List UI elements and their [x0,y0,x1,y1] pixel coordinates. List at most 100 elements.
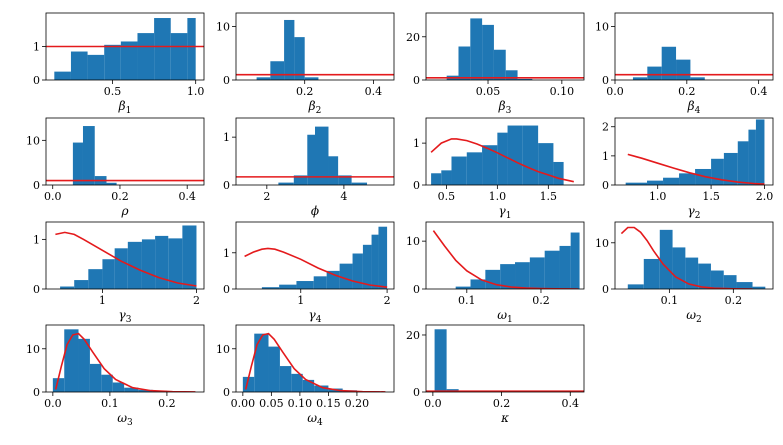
histogram-bar-omega3-6 [124,387,139,392]
x-axis-symbol-omega3: ω [117,411,127,425]
y-tick-label-gamma2-0: 0 [602,179,609,192]
y-tick-label-beta4-1: 10 [595,20,609,33]
x-tick-label-gamma2-2: 2.0 [756,190,774,203]
histogram-bar-omega4-5 [302,379,315,392]
histogram-bar-omega4-1 [254,333,269,392]
histogram-bar-gamma1-6 [507,125,523,185]
x-tick-label-gamma3-0: 1 [99,294,106,307]
histogram-bar-gamma3-3 [102,259,115,289]
plot-area-beta1 [46,18,204,80]
histogram-bar-beta1-8 [187,18,196,80]
histogram-bar-gamma1-5 [497,132,508,185]
histogram-bar-gamma1-2 [451,156,467,185]
histogram-bar-gamma3-6 [141,239,156,289]
histogram-bar-gamma4-1 [279,284,297,289]
x-tick-label-omega4-1: 0.05 [259,397,284,410]
x-tick-label-omega3-2: 0.2 [158,397,176,410]
x-axis-symbol-beta2: β [308,99,316,113]
x-tick-label-beta1-0: 0.5 [104,85,122,98]
y-tick-label-gamma4-0: 0 [223,283,230,296]
axes-frame-gamma2 [614,117,774,186]
histogram-bar-gamma1-0 [431,173,442,185]
y-tick-label-gamma1-0: 0 [413,179,420,192]
histogram-bar-gamma4-2 [296,281,314,289]
x-axis-label-beta4: β4 [687,99,701,116]
histogram-bar-beta1-6 [154,18,171,80]
histogram-bar-omega1-2 [485,269,501,289]
histogram-bar-beta3-6 [517,78,533,80]
axes-frame-beta2 [235,12,395,81]
plot-area-beta4 [615,46,773,80]
axes-frame-beta4 [614,12,774,81]
x-axis-label-gamma2: γ2 [688,204,701,221]
histogram-bar-phi-1 [293,175,308,185]
histogram-bar-gamma2-8 [748,129,756,185]
histogram-bar-omega3-3 [89,363,102,392]
plot-area-gamma2 [625,119,765,185]
x-axis-label-kappa: κ [500,411,509,425]
x-axis-label-rho: ρ [120,204,128,218]
histogram-bar-gamma1-1 [441,170,452,185]
panel-omega4: 0.00 0.05 0.10 0.15 0.20 0 10 ω4 [216,324,395,428]
histogram-bar-omega2-2 [659,229,673,289]
axes-frame-kappa [425,324,585,393]
axes-frame-omega2 [614,221,774,290]
x-tick-label-gamma4-0: 1 [297,294,304,307]
x-axis-label-omega3: ω3 [117,411,133,428]
histogram-bar-rho-3 [106,182,117,185]
histogram-bar-gamma3-2 [88,269,103,289]
plot-area-omega4 [242,332,386,392]
histogram-bar-omega4-2 [268,346,280,392]
y-tick-label-omega2-1: 10 [595,237,609,250]
histogram-bar-gamma3-5 [127,241,142,289]
axes-frame-omega1 [425,221,585,290]
x-axis-symbol-phi: ϕ [311,204,319,218]
x-tick-label-beta3-1: 0.10 [550,85,575,98]
histogram-bar-gamma4-3 [313,276,327,289]
panel-omega2: 0.1 0.2 0 10 ω2 [595,221,774,325]
plot-area-phi [236,126,394,185]
histogram-bar-omega3-7 [138,389,153,392]
plot-area-gamma3 [55,225,197,289]
panel-beta3: 0.05 0.10 0 20 β3 [406,12,585,116]
histogram-bar-omega1-4 [515,262,530,289]
histogram-bar-omega1-7 [559,245,571,289]
histogram-bar-gamma4-6 [352,253,363,289]
y-tick-label-omega1-1: 10 [406,235,420,248]
histogram-bar-omega4-6 [314,385,329,392]
x-axis-symbol-omega2: ω [686,308,696,322]
x-tick-label-gamma2-1: 1.5 [702,190,720,203]
x-tick-label-kappa-0: 0.0 [424,397,442,410]
y-tick-label-kappa-0: 0 [413,386,420,399]
x-tick-label-phi-0: 2 [263,190,270,203]
histogram-bar-omega3-1 [64,329,79,392]
histogram-bar-omega1-8 [570,232,580,289]
histogram-bar-gamma3-7 [155,235,169,289]
histogram-bar-gamma2-3 [679,173,696,185]
x-axis-label-omega2: ω2 [686,308,702,325]
x-tick-label-omega4-0: 0.00 [231,397,256,410]
x-tick-label-gamma1-1: 1.0 [489,190,507,203]
histogram-bar-gamma4-9 [378,226,388,289]
y-tick-label-rho-0: 0 [33,179,40,192]
histogram-bar-phi-0 [278,182,294,185]
x-tick-label-beta2-0: 0.2 [296,85,314,98]
panel-kappa: 0.0 0.2 0.4 0 20 κ [406,324,585,425]
prior-curve-omega4 [244,332,386,392]
x-tick-label-omega3-1: 0.1 [101,397,119,410]
histogram-bar-gamma1-7 [522,125,539,185]
x-tick-label-gamma3-1: 2 [193,294,200,307]
histogram-bar-beta3-4 [493,49,506,80]
histogram-bar-omega2-6 [710,270,724,289]
x-tick-label-omega4-3: 0.15 [316,397,341,410]
histogram-bar-omega2-3 [672,247,686,289]
histogram-bar-beta1-0 [54,71,71,80]
axes-frame-omega4 [235,324,395,393]
panel-omega3: 0.0 0.1 0.2 0 10 ω3 [26,324,205,428]
histogram-bar-gamma2-7 [737,141,749,185]
x-axis-subscript-gamma3: 3 [126,315,132,325]
histogram-bar-gamma4-8 [371,234,379,289]
plot-area-beta3 [426,18,584,80]
